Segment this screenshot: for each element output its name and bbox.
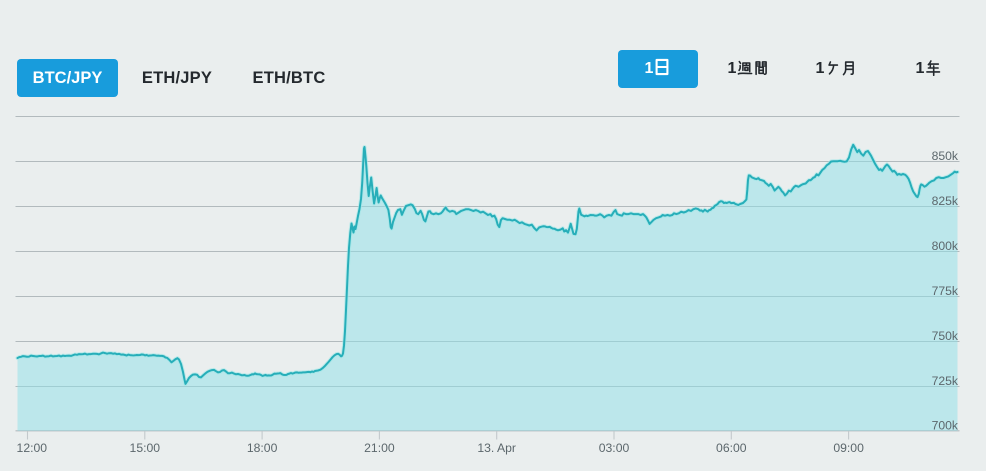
- svg-text:850k: 850k: [932, 149, 959, 163]
- svg-text:775k: 775k: [932, 284, 959, 298]
- svg-text:13. Apr: 13. Apr: [477, 441, 516, 455]
- svg-text:12:00: 12:00: [17, 441, 48, 455]
- svg-text:750k: 750k: [932, 329, 959, 343]
- svg-text:800k: 800k: [932, 239, 959, 253]
- svg-text:825k: 825k: [932, 194, 959, 208]
- svg-text:06:00: 06:00: [716, 441, 747, 455]
- svg-text:18:00: 18:00: [247, 441, 278, 455]
- svg-text:700k: 700k: [932, 418, 959, 432]
- svg-text:725k: 725k: [932, 374, 959, 388]
- svg-text:21:00: 21:00: [364, 441, 395, 455]
- svg-text:09:00: 09:00: [833, 441, 864, 455]
- svg-text:03:00: 03:00: [599, 441, 630, 455]
- svg-text:15:00: 15:00: [130, 441, 161, 455]
